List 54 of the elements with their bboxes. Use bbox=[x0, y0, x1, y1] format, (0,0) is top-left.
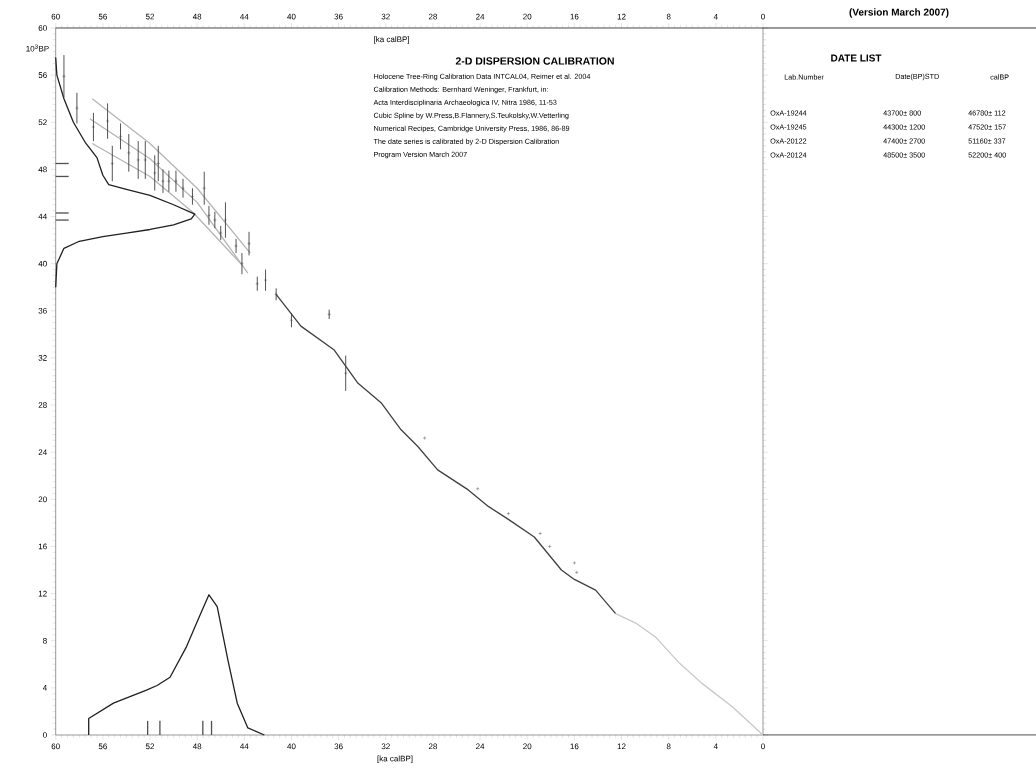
x-tick-label: 44 bbox=[240, 743, 249, 750]
x-tick-label: 36 bbox=[334, 743, 343, 750]
x-tick-label: 4 bbox=[713, 743, 718, 750]
x2-tick-label: 24 bbox=[476, 13, 485, 20]
x-tick-label: 0 bbox=[761, 743, 765, 750]
x2-tick-label: 56 bbox=[98, 13, 107, 20]
y-tick-label: 32 bbox=[38, 355, 47, 361]
y-tick-label: 52 bbox=[38, 119, 47, 126]
y-tick-label: 0 bbox=[43, 732, 47, 738]
x-tick-label: 40 bbox=[287, 743, 296, 750]
text: (Version March 2007) bbox=[849, 8, 949, 18]
x2-axis-title: [ka calBP] bbox=[374, 36, 409, 44]
x-tick-label: 48 bbox=[192, 743, 202, 750]
x-tick-label: 16 bbox=[570, 743, 579, 750]
x2-tick-label: 8 bbox=[666, 13, 671, 20]
text: 2-D DISPERSION CALIBRATION bbox=[455, 57, 614, 65]
y-tick-label: 12 bbox=[38, 590, 47, 597]
x-tick-label: 60 bbox=[51, 743, 60, 750]
x-axis-title: [ka calBP] bbox=[377, 755, 413, 763]
y-tick-label: 8 bbox=[43, 637, 47, 644]
x2-tick-label: 36 bbox=[334, 13, 343, 20]
x-tick-label: 12 bbox=[617, 743, 626, 750]
y-tick-label: 20 bbox=[38, 496, 47, 503]
x2-tick-label: 0 bbox=[761, 13, 765, 20]
y-tick-label: 44 bbox=[38, 213, 47, 220]
y-tick-label: 16 bbox=[38, 543, 47, 550]
x2-tick-label: 40 bbox=[287, 13, 296, 20]
x2-tick-label: 20 bbox=[523, 13, 532, 20]
y-tick-label: 36 bbox=[38, 307, 47, 314]
x-tick-label: 56 bbox=[98, 743, 107, 750]
x2-tick-label: 52 bbox=[145, 13, 155, 20]
x-tick-label: 8 bbox=[666, 743, 671, 750]
y-tick-label: 48 bbox=[38, 166, 47, 173]
x2-tick-label: 28 bbox=[428, 13, 438, 20]
x-tick-label: 32 bbox=[381, 743, 390, 750]
y-tick-label: 4 bbox=[42, 685, 47, 691]
y-tick-label: 60 bbox=[38, 25, 47, 31]
y-tick-label: 40 bbox=[38, 260, 47, 267]
x-tick-label: 52 bbox=[145, 743, 155, 750]
x2-tick-label: 32 bbox=[381, 13, 390, 20]
x-tick-label: 20 bbox=[523, 743, 532, 750]
x2-tick-label: 16 bbox=[570, 13, 579, 20]
y-tick-label: 28 bbox=[38, 402, 47, 408]
x2-tick-label: 44 bbox=[240, 13, 249, 20]
x2-tick-label: 12 bbox=[617, 13, 626, 20]
x-tick-label: 28 bbox=[428, 743, 438, 750]
x-tick-label: 24 bbox=[476, 743, 485, 750]
text: DATE LIST bbox=[831, 54, 882, 62]
x2-tick-label: 60 bbox=[51, 13, 60, 20]
y-tick-label: 56 bbox=[38, 72, 47, 78]
x2-tick-label: 48 bbox=[192, 13, 202, 20]
y-axis-title: 10$^{3}$BP bbox=[26, 44, 49, 52]
y-tick-label: 24 bbox=[38, 449, 47, 455]
x2-tick-label: 4 bbox=[713, 13, 718, 20]
